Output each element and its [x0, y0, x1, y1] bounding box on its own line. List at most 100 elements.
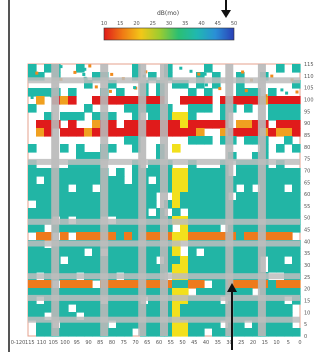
y-tick-label: 115 [304, 62, 314, 68]
heatmap-cell [28, 264, 37, 273]
heatmap-cell [84, 328, 93, 337]
heatmap-cell [236, 224, 245, 233]
heatmap-cell [164, 312, 173, 321]
heatmap-cell [292, 328, 301, 337]
heatmap-cell [276, 328, 285, 337]
heatmap-cell [236, 288, 245, 297]
heatmap-cell [172, 232, 181, 241]
heatmap-cell [276, 280, 285, 289]
heatmap-cell [188, 184, 197, 193]
heatmap-cell [108, 256, 117, 265]
heatmap-cell [116, 224, 125, 233]
heatmap-cell [92, 320, 101, 329]
heatmap-cell [172, 112, 181, 121]
heatmap-cell [212, 232, 221, 241]
heatmap-cell [204, 200, 213, 209]
heatmap-cell [76, 64, 85, 73]
gray-row-stripe [28, 294, 300, 301]
x-tick-label: 20 [250, 340, 256, 346]
heatmap-cell [244, 232, 253, 241]
heatmap-cell [132, 320, 141, 329]
heatmap-cell [172, 184, 181, 193]
y-tick-label: 15 [304, 299, 310, 305]
heatmap-cell [268, 104, 277, 113]
heatmap-cell [276, 232, 285, 241]
heatmap-cell [172, 144, 181, 153]
heatmap-cell [36, 88, 45, 97]
heatmap-cell [212, 304, 221, 313]
heatmap-cell [196, 320, 205, 329]
heatmap-cell [196, 80, 205, 89]
heatmap-cell [212, 192, 221, 201]
heatmap-cell [284, 112, 293, 121]
y-tick-label: 55 [304, 204, 310, 210]
heatmap-cell [124, 208, 133, 217]
heatmap-cell [252, 176, 261, 185]
heatmap-cell [68, 176, 77, 185]
heatmap-cell [188, 128, 197, 137]
heatmap-cell [236, 88, 245, 97]
heatmap-cell [244, 176, 253, 185]
heatmap-cell [44, 288, 53, 297]
heatmap-cell [268, 168, 277, 177]
heatmap-cell [132, 112, 141, 121]
heatmap-cell [276, 64, 285, 73]
heatmap-cell [264, 94, 268, 98]
heatmap-cell [236, 280, 245, 289]
heatmap-cell [148, 224, 157, 233]
heatmap-cell [68, 256, 77, 265]
heatmap-cell [148, 248, 157, 257]
heatmap-cell [28, 184, 37, 193]
colorbar-tick-label: 50 [231, 21, 237, 27]
heatmap-cell [252, 208, 261, 217]
heatmap-cell [60, 224, 69, 233]
heatmap-cell [204, 96, 213, 105]
heatmap-cell [108, 264, 117, 273]
y-tick-label: 85 [304, 133, 310, 139]
heatmap-cell [108, 184, 117, 193]
heatmap-cell [276, 320, 285, 329]
heatmap-cell [268, 280, 277, 289]
heatmap-cell [284, 128, 293, 137]
heatmap-cell [276, 312, 285, 321]
x-tick-label: 85 [97, 340, 103, 346]
heatmap-cell [292, 104, 301, 113]
heatmap-cell [236, 232, 245, 241]
heatmap-cell [284, 328, 293, 337]
heatmap-cell [220, 96, 229, 105]
heatmap-cell [36, 328, 45, 337]
heatmap-cell [268, 96, 277, 105]
gray-row-stripe [28, 273, 300, 280]
heatmap-cell [196, 328, 205, 337]
heatmap-cell [188, 328, 197, 337]
heatmap-cell [252, 152, 261, 161]
heatmap-cell [84, 312, 93, 321]
heatmap-cell [36, 256, 45, 265]
heatmap-cell [252, 320, 261, 329]
heatmap-cell [116, 304, 125, 313]
heatmap-cell [220, 168, 229, 177]
heatmap-cell [28, 248, 37, 257]
heatmap-cell [196, 232, 205, 241]
heatmap-cell [44, 280, 53, 289]
heatmap-cell [68, 248, 77, 257]
heatmap-cell [73, 70, 77, 74]
x-tick-label: 5 [287, 340, 290, 346]
heatmap-cell [252, 256, 261, 265]
heatmap-cell [204, 224, 213, 233]
heatmap-cell [124, 256, 133, 265]
heatmap-cell [268, 200, 277, 209]
heatmap-cell [116, 280, 125, 289]
heatmap-cell [180, 304, 189, 313]
heatmap-cell [180, 232, 189, 241]
heatmap-cell [76, 304, 85, 313]
heatmap-cell [276, 128, 285, 137]
heatmap-cell [188, 88, 197, 97]
y-tick-labels: 1151101051009590858075706560555045403530… [304, 62, 314, 340]
colorbar-tick-label: 30 [166, 21, 172, 27]
heatmap-cell [76, 320, 85, 329]
heatmap-cell [76, 224, 85, 233]
gray-column-stripe [160, 64, 168, 336]
heatmap-cell [292, 248, 301, 257]
heatmap-cell [76, 264, 85, 273]
